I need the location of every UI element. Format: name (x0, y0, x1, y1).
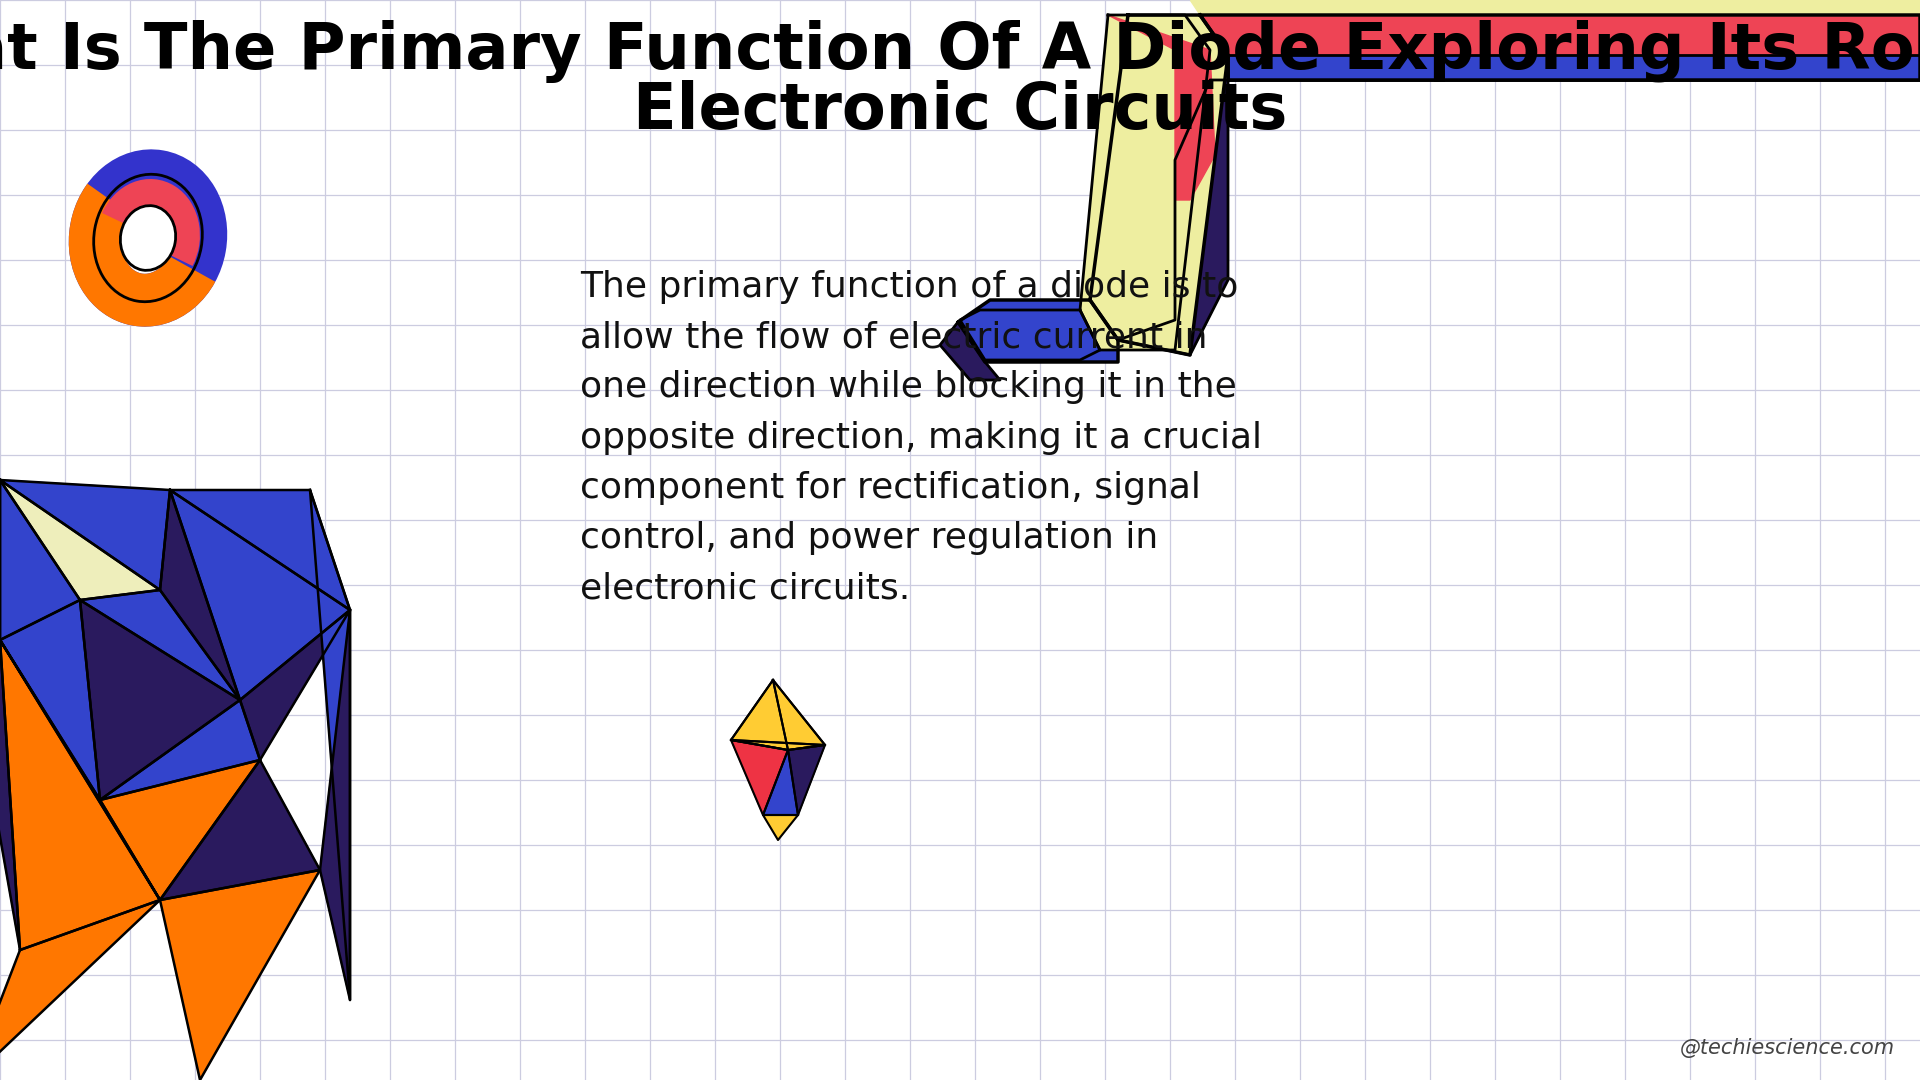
Polygon shape (81, 600, 240, 800)
Polygon shape (732, 680, 826, 745)
Polygon shape (1108, 15, 1215, 200)
Polygon shape (1190, 0, 1920, 15)
Polygon shape (100, 700, 259, 800)
Polygon shape (0, 480, 159, 600)
Polygon shape (1091, 15, 1229, 355)
Polygon shape (0, 480, 81, 640)
Polygon shape (171, 490, 349, 700)
Polygon shape (321, 610, 349, 1000)
Text: The primary function of a diode is to
allow the flow of electric current in
one : The primary function of a diode is to al… (580, 270, 1261, 605)
Polygon shape (0, 640, 159, 900)
Polygon shape (81, 590, 240, 700)
Polygon shape (171, 490, 349, 610)
Polygon shape (0, 900, 159, 1080)
Polygon shape (941, 322, 1000, 380)
Polygon shape (1229, 55, 1920, 80)
Polygon shape (100, 760, 259, 900)
Polygon shape (732, 680, 787, 750)
Polygon shape (1117, 80, 1229, 355)
Polygon shape (762, 815, 799, 840)
Polygon shape (960, 310, 1100, 360)
Polygon shape (787, 745, 826, 815)
Polygon shape (0, 600, 100, 800)
Polygon shape (0, 640, 19, 950)
Polygon shape (1079, 15, 1210, 350)
Text: Electronic Circuits: Electronic Circuits (634, 80, 1286, 141)
Ellipse shape (121, 205, 175, 270)
Polygon shape (0, 640, 159, 950)
Polygon shape (774, 680, 826, 750)
Polygon shape (240, 610, 349, 760)
Text: What Is The Primary Function Of A Diode Exploring Its Role In: What Is The Primary Function Of A Diode … (0, 21, 1920, 83)
Polygon shape (159, 870, 321, 1080)
Polygon shape (159, 760, 321, 900)
Polygon shape (1200, 15, 1920, 80)
Polygon shape (732, 740, 787, 815)
Polygon shape (732, 740, 826, 750)
Polygon shape (309, 490, 349, 1000)
Polygon shape (0, 480, 171, 590)
Polygon shape (159, 490, 240, 700)
Text: @techiescience.com: @techiescience.com (1680, 1038, 1895, 1058)
Polygon shape (762, 750, 799, 815)
Polygon shape (958, 300, 1117, 362)
